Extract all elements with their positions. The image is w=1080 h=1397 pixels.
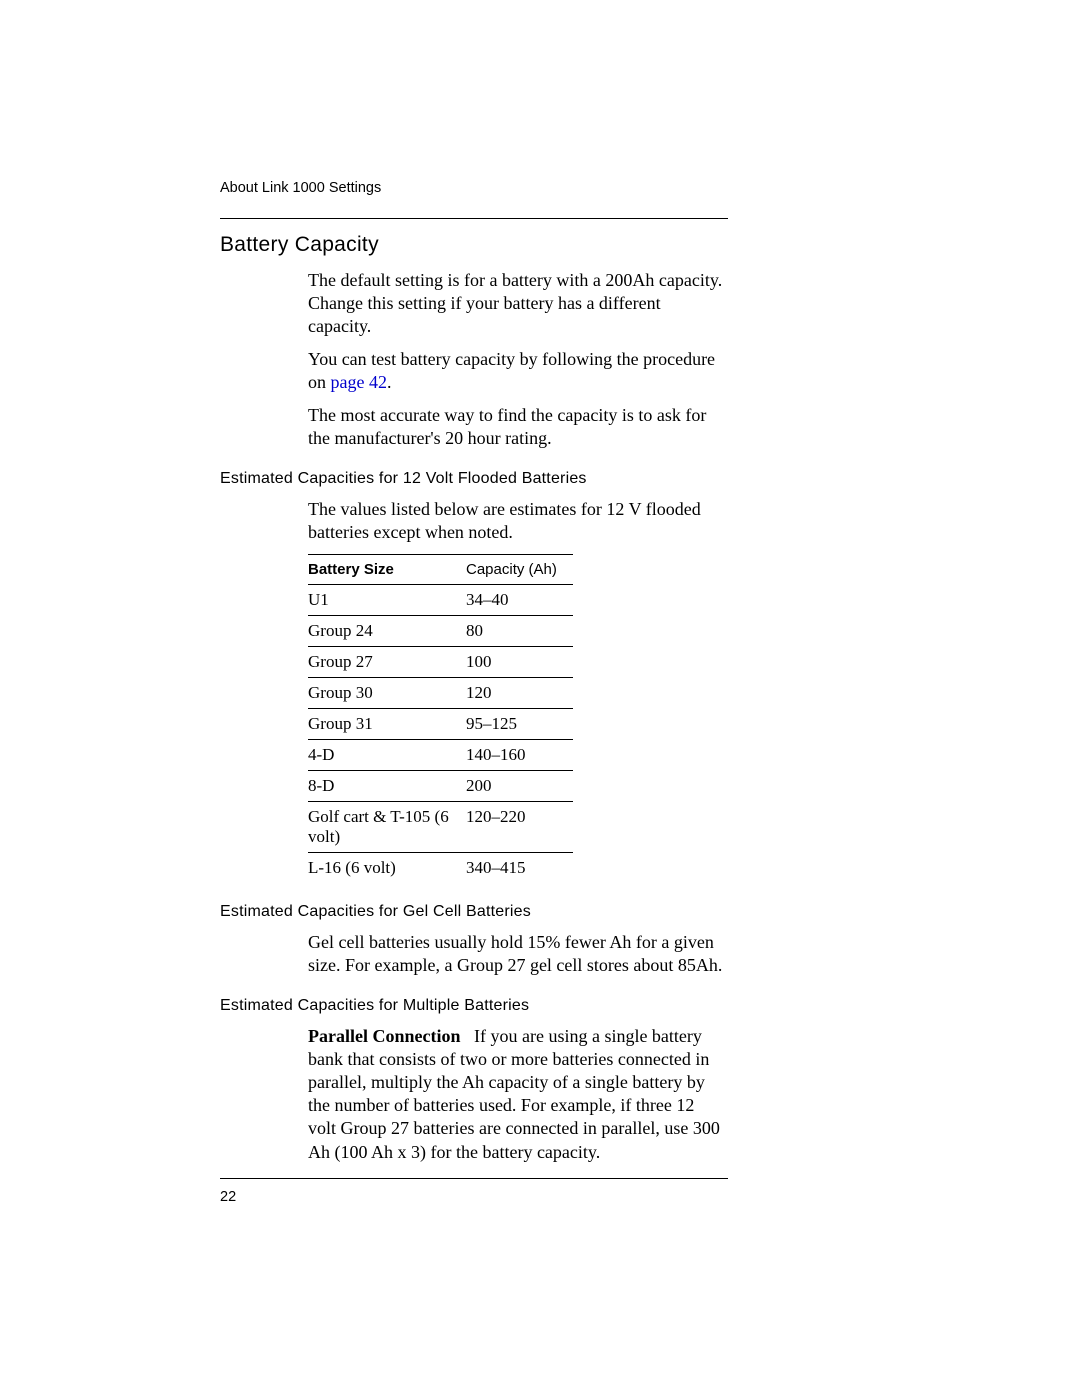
para-accurate-way: The most accurate way to find the capaci… — [308, 404, 723, 450]
running-header: About Link 1000 Settings — [220, 180, 728, 196]
table-row: Group 30120 — [308, 678, 573, 709]
cell-size: Group 27 — [308, 647, 466, 678]
para-test-capacity: You can test battery capacity by followi… — [308, 348, 723, 394]
table-row: U134–40 — [308, 585, 573, 616]
table-row: L-16 (6 volt)340–415 — [308, 853, 573, 884]
cell-size: U1 — [308, 585, 466, 616]
cell-capacity: 100 — [466, 647, 573, 678]
heading-multiple: Estimated Capacities for Multiple Batter… — [220, 997, 728, 1015]
table-row: 8-D200 — [308, 771, 573, 802]
table-header-row: Battery Size Capacity (Ah) — [308, 555, 573, 585]
cell-capacity: 34–40 — [466, 585, 573, 616]
cell-capacity: 200 — [466, 771, 573, 802]
cell-size: Group 31 — [308, 709, 466, 740]
page: About Link 1000 Settings Battery Capacit… — [0, 0, 1080, 1397]
gel-block: Gel cell batteries usually hold 15% fewe… — [308, 931, 723, 977]
cell-capacity: 120 — [466, 678, 573, 709]
multiple-block: Parallel Connection If you are using a s… — [308, 1025, 723, 1163]
table-row: 4-D140–160 — [308, 740, 573, 771]
rule-bottom — [220, 1178, 728, 1179]
table-row: Group 3195–125 — [308, 709, 573, 740]
table-body: U134–40 Group 2480 Group 27100 Group 301… — [308, 585, 573, 884]
col-battery-size: Battery Size — [308, 555, 466, 585]
para-flooded-intro: The values listed below are estimates fo… — [308, 498, 723, 544]
content-block: About Link 1000 Settings Battery Capacit… — [220, 180, 728, 1205]
page-number: 22 — [220, 1189, 728, 1205]
cell-capacity: 140–160 — [466, 740, 573, 771]
runin-parallel: Parallel Connection — [308, 1026, 460, 1046]
cell-size: Golf cart & T-105 (6 volt) — [308, 802, 466, 853]
intro-block: The default setting is for a battery wit… — [308, 269, 723, 450]
page-link[interactable]: page 42 — [331, 372, 387, 392]
table-row: Group 2480 — [308, 616, 573, 647]
cell-capacity: 120–220 — [466, 802, 573, 853]
table-row: Golf cart & T-105 (6 volt)120–220 — [308, 802, 573, 853]
cell-size: 4-D — [308, 740, 466, 771]
table-row: Group 27100 — [308, 647, 573, 678]
text-after-link: . — [387, 372, 392, 392]
cell-size: 8-D — [308, 771, 466, 802]
cell-capacity: 340–415 — [466, 853, 573, 884]
para-gel: Gel cell batteries usually hold 15% fewe… — [308, 931, 723, 977]
para-parallel-text: If you are using a single battery bank t… — [308, 1026, 720, 1161]
capacity-table: Battery Size Capacity (Ah) U134–40 Group… — [308, 554, 573, 883]
cell-size: Group 24 — [308, 616, 466, 647]
cell-capacity: 80 — [466, 616, 573, 647]
rule-top — [220, 218, 728, 219]
heading-gel: Estimated Capacities for Gel Cell Batter… — [220, 903, 728, 921]
heading-flooded: Estimated Capacities for 12 Volt Flooded… — [220, 470, 728, 488]
section-title: Battery Capacity — [220, 233, 728, 257]
flooded-block: The values listed below are estimates fo… — [308, 498, 723, 883]
col-capacity: Capacity (Ah) — [466, 555, 573, 585]
cell-capacity: 95–125 — [466, 709, 573, 740]
cell-size: Group 30 — [308, 678, 466, 709]
para-default-setting: The default setting is for a battery wit… — [308, 269, 723, 338]
para-parallel: Parallel Connection If you are using a s… — [308, 1025, 723, 1163]
cell-size: L-16 (6 volt) — [308, 853, 466, 884]
